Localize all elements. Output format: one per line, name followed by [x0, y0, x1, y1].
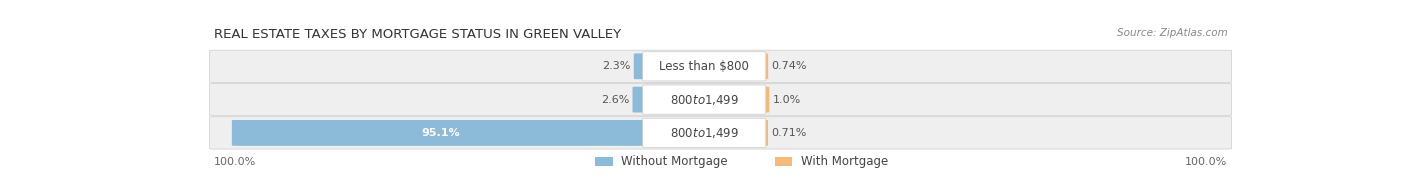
- FancyBboxPatch shape: [643, 52, 766, 81]
- FancyBboxPatch shape: [758, 87, 769, 113]
- Text: 100.0%: 100.0%: [214, 157, 256, 167]
- FancyBboxPatch shape: [633, 87, 651, 113]
- Text: $800 to $1,499: $800 to $1,499: [669, 93, 738, 107]
- FancyBboxPatch shape: [634, 53, 651, 79]
- FancyBboxPatch shape: [775, 157, 793, 166]
- Text: 1.0%: 1.0%: [773, 95, 801, 105]
- FancyBboxPatch shape: [758, 120, 768, 146]
- Text: With Mortgage: With Mortgage: [801, 155, 889, 168]
- Text: 2.3%: 2.3%: [602, 61, 630, 71]
- FancyBboxPatch shape: [643, 118, 766, 147]
- Text: 100.0%: 100.0%: [1185, 157, 1227, 167]
- FancyBboxPatch shape: [209, 50, 1232, 82]
- Text: 2.6%: 2.6%: [600, 95, 630, 105]
- Text: Without Mortgage: Without Mortgage: [621, 155, 728, 168]
- FancyBboxPatch shape: [758, 53, 768, 79]
- Text: $800 to $1,499: $800 to $1,499: [669, 126, 738, 140]
- FancyBboxPatch shape: [232, 120, 651, 146]
- FancyBboxPatch shape: [643, 85, 766, 114]
- FancyBboxPatch shape: [209, 83, 1232, 116]
- FancyBboxPatch shape: [595, 157, 613, 166]
- Text: Source: ZipAtlas.com: Source: ZipAtlas.com: [1116, 28, 1227, 38]
- Text: 0.74%: 0.74%: [772, 61, 807, 71]
- Text: Less than $800: Less than $800: [659, 60, 749, 73]
- Text: 0.71%: 0.71%: [772, 128, 807, 138]
- FancyBboxPatch shape: [209, 117, 1232, 149]
- Text: 95.1%: 95.1%: [422, 128, 460, 138]
- Text: REAL ESTATE TAXES BY MORTGAGE STATUS IN GREEN VALLEY: REAL ESTATE TAXES BY MORTGAGE STATUS IN …: [214, 28, 621, 41]
